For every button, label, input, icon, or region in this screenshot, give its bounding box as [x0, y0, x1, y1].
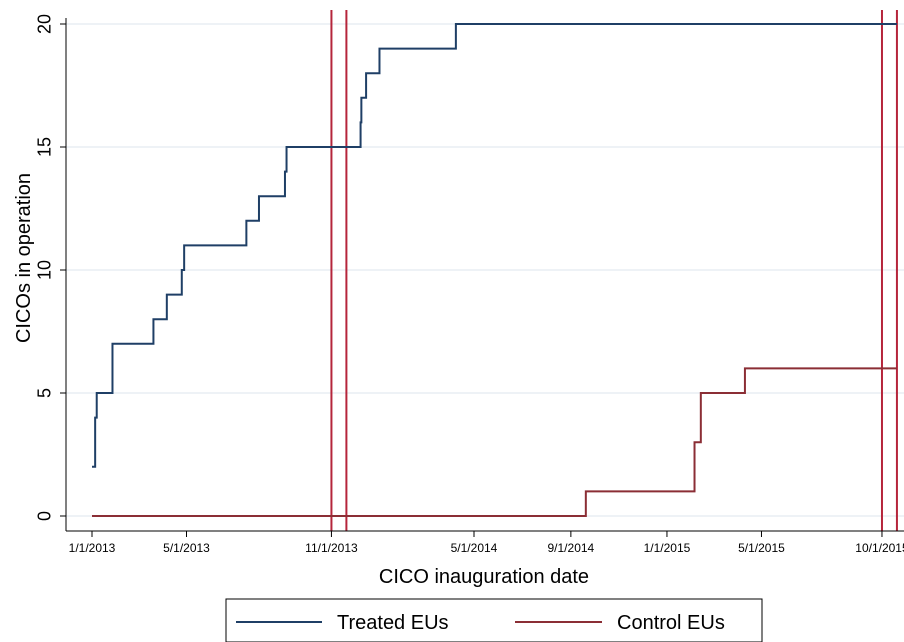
legend: Treated EUs Control EUs [225, 598, 763, 642]
x-tick-label: 1/1/2015 [644, 541, 691, 555]
series-line-treated [92, 23, 897, 468]
legend-label-treated: Treated EUs [337, 612, 449, 634]
y-tick-label: 15 [34, 137, 54, 157]
x-ticks: 1/1/2013 5/1/2013 11/1/2013 5/1/2014 9/1/201… [69, 531, 904, 555]
gridlines [66, 23, 904, 517]
axes [65, 18, 904, 532]
legend-label-control: Control EUs [617, 612, 725, 634]
x-tick-label: 5/1/2015 [738, 541, 785, 555]
x-tick-label: 5/1/2013 [163, 541, 210, 555]
x-axis-label: CICO inauguration date [379, 566, 589, 588]
x-tick-label: 1/1/2013 [69, 541, 116, 555]
y-ticks: 0 5 10 15 20 [34, 14, 66, 521]
y-tick-label: 5 [34, 388, 54, 398]
series-line-control [92, 367, 897, 517]
y-tick-label: 10 [34, 260, 54, 280]
x-tick-label: 9/1/2014 [548, 541, 595, 555]
y-axis-label: CICOs in operation [13, 173, 35, 343]
x-tick-label: 10/1/2015 [855, 541, 904, 555]
x-tick-label: 5/1/2014 [451, 541, 498, 555]
series-group [92, 23, 897, 517]
reference-lines [330, 10, 898, 531]
y-tick-label: 0 [34, 511, 54, 521]
legend-box [225, 598, 763, 642]
x-tick-label: 11/1/2013 [305, 541, 358, 555]
y-tick-label: 20 [34, 14, 54, 34]
